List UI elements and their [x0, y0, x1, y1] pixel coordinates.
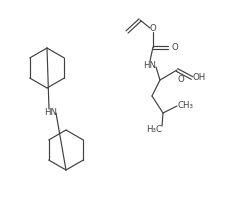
Text: OH: OH [192, 73, 205, 82]
Text: HN: HN [142, 61, 155, 69]
Text: O: O [149, 23, 156, 33]
Text: O: O [177, 75, 184, 83]
Text: HN: HN [44, 108, 57, 117]
Text: CH₃: CH₃ [177, 101, 193, 110]
Text: H₃C: H₃C [145, 125, 161, 135]
Text: O: O [171, 42, 178, 52]
